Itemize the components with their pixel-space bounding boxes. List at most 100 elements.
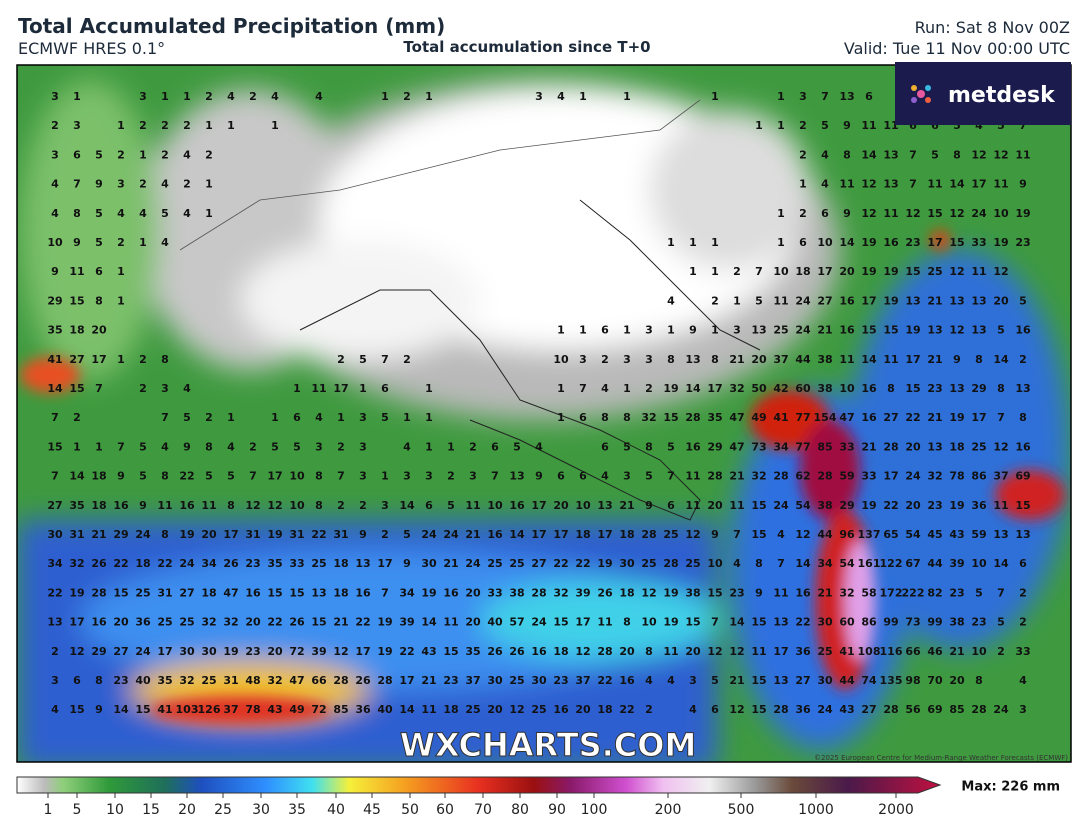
grid-value: 4 [403,440,411,453]
grid-value: 40 [377,703,393,716]
grid-value: 13 [927,440,942,453]
grid-value: 15 [289,586,304,599]
grid-value: 9 [645,499,653,512]
grid-value: 1 [667,324,675,337]
grid-value: 4 [601,470,609,483]
grid-value: 3 [425,470,433,483]
grid-value: 7 [909,148,917,161]
grid-value: 22 [575,557,590,570]
grid-value: 54 [795,499,811,512]
grid-value: 19 [949,411,964,424]
grid-value: 7 [51,411,59,424]
grid-value: 4 [51,703,59,716]
grid-value: 29 [113,528,128,541]
grid-value: 28 [377,674,392,687]
grid-value: 8 [161,470,169,483]
grid-value: 27 [113,645,128,658]
grid-value: 108 [858,645,881,658]
grid-value: 3 [73,119,81,132]
grid-value: 3 [623,353,631,366]
grid-value: 8 [315,499,323,512]
grid-value: 23 [113,674,128,687]
grid-value: 4 [183,207,191,220]
grid-value: 65 [883,528,898,541]
grid-value: 4 [975,119,983,132]
grid-value: 33 [839,440,854,453]
grid-value: 21 [861,440,876,453]
grid-value: 30 [201,645,217,658]
grid-value: 1 [777,90,785,103]
grid-value: 10 [575,499,591,512]
grid-value: 49 [751,411,766,424]
grid-value: 18 [135,557,150,570]
grid-value: 7 [161,411,169,424]
grid-value: 15 [69,703,84,716]
grid-value: 44 [795,353,811,366]
grid-value: 5 [513,440,521,453]
grid-value: 13 [839,90,854,103]
grid-value: 1 [205,207,213,220]
grid-value: 6 [865,90,873,103]
grid-value: 9 [953,353,961,366]
grid-value: 47 [729,440,744,453]
grid-value: 20 [839,265,855,278]
grid-value: 9 [95,703,103,716]
grid-value: 45 [927,528,942,541]
grid-value: 4 [1019,674,1027,687]
grid-value: 35 [69,499,84,512]
grid-value: 9 [95,178,103,191]
grid-value: 19 [883,294,898,307]
grid-value: 15 [751,674,766,687]
grid-value: 1 [623,324,631,337]
grid-value: 15 [751,528,766,541]
grid-value: 23 [927,499,942,512]
grid-value: 67 [905,557,920,570]
grid-value: 8 [645,645,653,658]
grid-value: 14 [795,557,811,570]
grid-value: 38 [949,616,964,629]
grid-value: 11 [883,353,898,366]
grid-value: 13 [773,674,788,687]
grid-value: 2 [711,294,719,307]
grid-value: 23 [905,236,920,249]
grid-value: 6 [557,470,565,483]
grid-value: 38 [509,586,524,599]
grid-value: 16 [861,382,877,395]
grid-value: 30 [179,645,195,658]
grid-value: 8 [315,470,323,483]
grid-value: 82 [927,586,942,599]
grid-value: 5 [227,470,235,483]
grid-value: 12 [993,440,1008,453]
grid-value: 7 [997,586,1005,599]
grid-value: 12 [729,645,744,658]
grid-value: 1 [139,148,147,161]
grid-value: 4 [821,148,829,161]
grid-value: 27 [861,703,876,716]
grid-value: 70 [927,674,943,687]
map-field [17,65,1071,762]
grid-value: 13 [927,324,942,337]
grid-value: 27 [795,674,810,687]
grid-value: 27 [531,557,546,570]
grid-value: 19 [1015,207,1030,220]
grid-value: 33 [971,236,986,249]
grid-value: 17 [399,674,414,687]
grid-value: 9 [689,324,697,337]
grid-value: 135 [880,674,903,687]
grid-value: 1 [425,411,433,424]
colorbar-tick-label: 20 [178,802,196,818]
grid-value: 4 [271,90,279,103]
grid-value: 47 [839,411,854,424]
grid-value: 4 [117,207,125,220]
grid-value: 57 [509,616,524,629]
grid-value: 12 [333,645,348,658]
grid-value: 6 [425,499,433,512]
grid-value: 20 [751,353,767,366]
grid-value: 25 [487,557,502,570]
grid-value: 1 [293,382,301,395]
grid-value: 41 [839,645,854,658]
grid-value: 3 [161,382,169,395]
grid-value: 28 [531,586,546,599]
grid-value: 15 [1015,499,1030,512]
grid-value: 2 [1019,353,1027,366]
